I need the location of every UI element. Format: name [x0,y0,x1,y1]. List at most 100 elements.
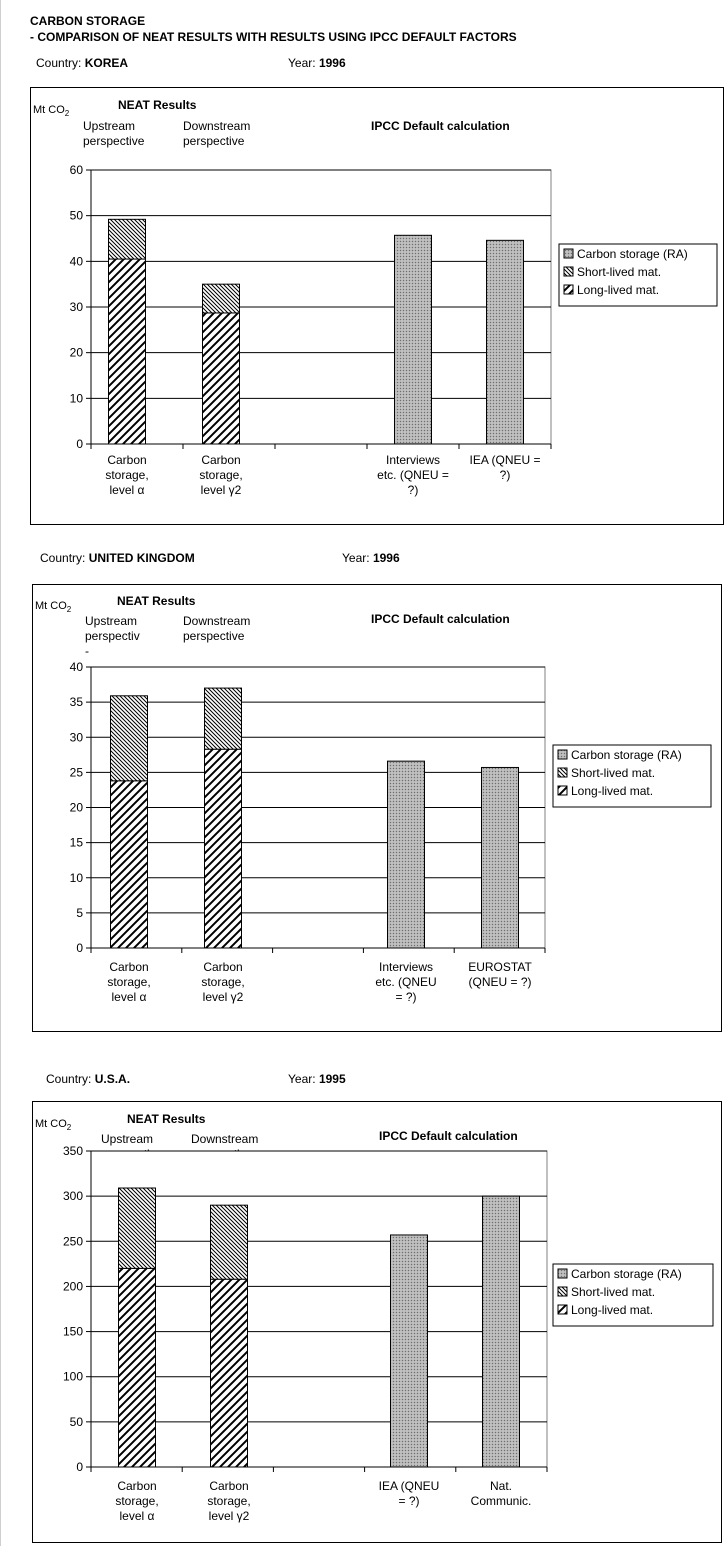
legend-swatch [563,248,574,259]
chart-panel-uk: Mt CO2 NEAT Results Upstream perspectiv - Dow… [32,584,722,1032]
category-label: storage, [115,1494,158,1508]
y-tick-label: 350 [63,1144,83,1158]
bar-long-lived [210,1278,248,1468]
y-unit-label: Mt CO2 [33,104,70,118]
category-label: Carbon [107,453,146,467]
y-tick-label: 200 [63,1279,83,1293]
year-value: 1996 [372,551,400,565]
y-tick-label: 100 [63,1370,83,1384]
legend: Carbon storage (RA) Short-lived mat. Long-… [558,243,718,307]
bar-carbon-storage [486,239,524,445]
y-tick-label: 30 [70,730,84,744]
bar-long-lived [118,1267,156,1468]
category-label: EUROSTAT [468,960,532,974]
upstream-label: Upstream [83,119,135,133]
category-label: Carbon [117,1479,156,1493]
country-meta-usa: Country: U.S.A. [46,1072,130,1086]
legend: Carbon storage (RA) Short-lived mat. Long-… [552,1263,714,1327]
legend-entry: Carbon storage (RA) [571,748,682,762]
legend-swatch [563,266,574,277]
year-meta-uk: Year: 1996 [342,551,400,565]
bar-carbon-storage [481,766,519,949]
plot-area [90,1150,548,1468]
y-tick-label: 0 [76,437,83,451]
category-label: level α [120,1509,155,1523]
category-label: storage, [107,975,150,989]
legend-swatch [557,1304,568,1315]
y-tick-label: 0 [76,1460,83,1474]
legend-entry: Short-lived mat. [577,265,661,279]
legend-swatch [557,1268,568,1279]
category-label: IEA (QNEU = [469,453,540,467]
category-label: Carbon [201,453,240,467]
y-tick-label: 20 [70,801,84,815]
country-label: Country: [36,56,82,70]
legend-swatch [563,284,574,295]
y-unit-subscript: 2 [67,1123,72,1132]
y-tick-label: 40 [70,254,84,268]
category-label: etc. (QNEU = [377,468,449,482]
bar-carbon-storage [390,1234,428,1468]
country-value: KOREA [84,56,129,70]
category-label: Carbon [203,960,242,974]
category-label: storage, [199,468,242,482]
y-unit-subscript: 2 [67,605,72,614]
legend-swatch [557,785,568,796]
downstream-label: perspective [183,134,245,148]
legend-entry: Short-lived mat. [571,1285,655,1299]
page-left-border [0,0,1,1546]
bar-long-lived [108,258,146,445]
y-tick-label: 60 [70,163,84,177]
y-tick-label: 35 [70,695,84,709]
country-label: Country: [40,551,86,565]
downstream-label: Downstream [191,1132,258,1146]
category-label: = ?) [398,1494,419,1508]
ipcc-label: IPCC Default calculation [371,119,510,133]
y-tick-label: 40 [70,660,84,674]
category-label: Interviews [386,453,440,467]
y-tick-label: 150 [63,1325,83,1339]
neat-results-label: NEAT Results [127,1112,206,1126]
neat-results-label: NEAT Results [117,594,196,608]
legend-swatch [557,749,568,760]
bar-long-lived [202,312,240,445]
downstream-label: Downstream [183,119,250,133]
upstream-label: Upstream [101,1132,153,1146]
category-label: level γ2 [203,990,244,1004]
bar-carbon-storage [387,760,425,949]
legend-entry: Long-lived mat. [577,283,659,297]
y-tick-label: 250 [63,1234,83,1248]
y-tick-label: 30 [70,300,84,314]
upstream-label: - [85,644,89,658]
y-tick-label: 25 [70,765,84,779]
country-value: UNITED KINGDOM [88,551,195,565]
legend-swatch [557,767,568,778]
category-label: level γ2 [201,483,242,497]
legend-entry: Short-lived mat. [571,766,655,780]
category-label: level α [112,990,147,1004]
bar-short-lived [210,1204,248,1280]
bar-carbon-storage [482,1195,520,1468]
category-label: Nat. [490,1479,512,1493]
upstream-label: perspectiv [85,629,140,643]
upstream-label: Upstream [85,614,137,628]
category-label: ?) [408,483,419,497]
year-value: 1996 [318,56,346,70]
legend-swatch [557,1286,568,1297]
downstream-label: perspective [183,629,245,643]
legend-box [552,744,712,808]
bar-short-lived [108,218,146,260]
y-tick-label: 50 [70,1415,84,1429]
year-label: Year: [288,1072,316,1086]
country-meta-uk: Country: UNITED KINGDOM [40,551,195,565]
ipcc-label: IPCC Default calculation [379,1129,518,1143]
category-label: etc. (QNEU [375,975,436,989]
year-meta-usa: Year: 1995 [288,1072,346,1086]
country-value: U.S.A. [94,1072,131,1086]
year-value: 1995 [318,1072,346,1086]
legend: Carbon storage (RA) Short-lived mat. Long-… [552,744,712,808]
category-label: (QNEU = ?) [468,975,531,989]
